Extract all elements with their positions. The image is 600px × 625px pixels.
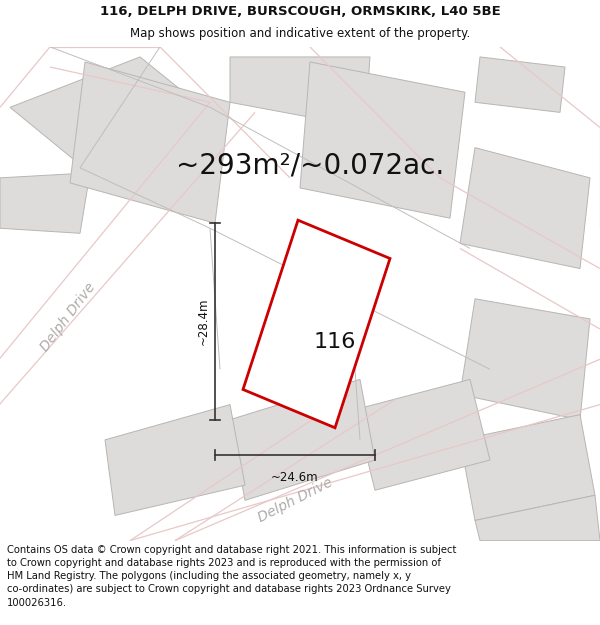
Polygon shape bbox=[475, 495, 600, 541]
Text: Contains OS data © Crown copyright and database right 2021. This information is : Contains OS data © Crown copyright and d… bbox=[7, 545, 457, 608]
Polygon shape bbox=[105, 404, 245, 516]
Polygon shape bbox=[230, 379, 375, 501]
Polygon shape bbox=[475, 57, 565, 112]
Text: ~24.6m: ~24.6m bbox=[271, 471, 319, 484]
Text: 116, DELPH DRIVE, BURSCOUGH, ORMSKIRK, L40 5BE: 116, DELPH DRIVE, BURSCOUGH, ORMSKIRK, L… bbox=[100, 5, 500, 18]
Polygon shape bbox=[0, 47, 600, 541]
Polygon shape bbox=[70, 62, 230, 223]
Polygon shape bbox=[10, 57, 215, 173]
Text: 116: 116 bbox=[313, 332, 356, 352]
Polygon shape bbox=[230, 57, 370, 128]
Polygon shape bbox=[355, 379, 490, 490]
Text: Map shows position and indicative extent of the property.: Map shows position and indicative extent… bbox=[130, 28, 470, 40]
Polygon shape bbox=[460, 299, 590, 420]
Polygon shape bbox=[460, 148, 590, 269]
Polygon shape bbox=[243, 220, 390, 428]
Polygon shape bbox=[460, 414, 595, 521]
Polygon shape bbox=[300, 62, 465, 218]
Text: ~28.4m: ~28.4m bbox=[197, 298, 209, 345]
Text: ~293m²/~0.072ac.: ~293m²/~0.072ac. bbox=[176, 152, 444, 180]
Text: Delph Drive: Delph Drive bbox=[256, 476, 335, 525]
Polygon shape bbox=[0, 173, 90, 233]
Text: Delph Drive: Delph Drive bbox=[38, 280, 98, 354]
